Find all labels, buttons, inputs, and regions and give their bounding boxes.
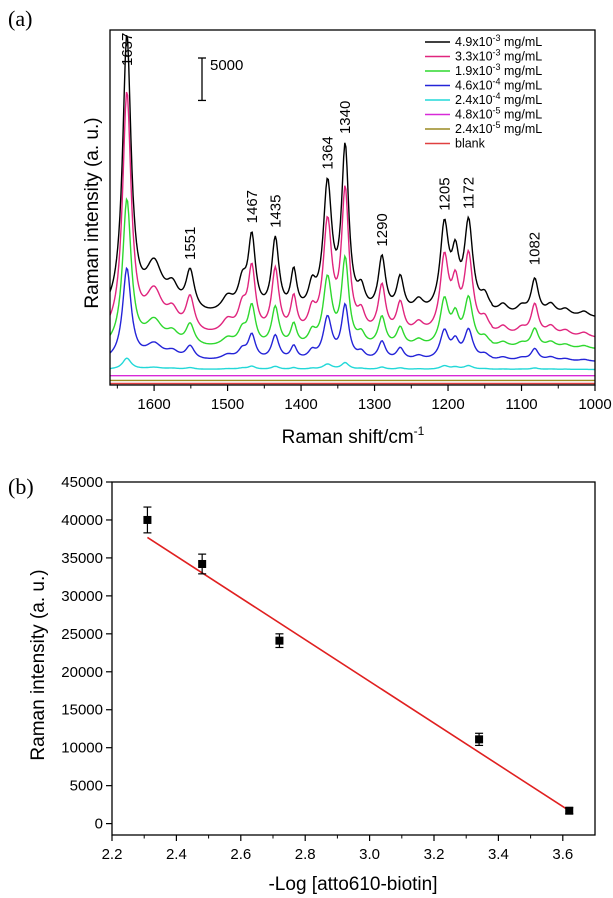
fit-line (146, 536, 570, 812)
x-tick-label-a: 1100 (505, 396, 537, 413)
x-tick-label-b: 2.6 (230, 846, 251, 863)
peak-label: 1172 (461, 177, 478, 209)
y-tick-label-b: 35000 (61, 550, 103, 567)
legend-entry: 2.4x10-4 mg/mL (455, 91, 542, 107)
y-tick-label-b: 30000 (61, 588, 103, 605)
legend-entry: 4.8x10-5 mg/mL (455, 106, 542, 122)
data-points (143, 506, 574, 815)
x-tick-label-b: 3.2 (424, 846, 445, 863)
y-axis-ticks-b: 0 5000 10000 15000 20000 25000 30000 35000 40000… (61, 474, 112, 833)
y-tick-label-b: 25000 (61, 626, 103, 643)
y-axis-title-a: Raman intensity (a. u.) (82, 117, 103, 308)
x-tick-label-b: 2.8 (295, 846, 316, 863)
peak-label: 1467 (244, 190, 261, 223)
plot-frame-b (111, 481, 596, 836)
data-point (143, 515, 152, 524)
plot-frame-a (109, 29, 596, 386)
legend-entry: 2.4x10-5 mg/mL (455, 120, 542, 136)
calibration-chart: 2.2 2.4 2.6 2.8 3.0 3.2 3.4 3.6 0 5000 10000 15000… (28, 474, 596, 895)
x-tick-label-a: 1200 (431, 396, 464, 413)
spectrum-line (109, 91, 596, 338)
x-tick-label-b: 2.4 (166, 846, 187, 863)
y-tick-label-b: 20000 (61, 664, 103, 681)
x-tick-label-b: 3.0 (359, 846, 380, 863)
peak-label: 1551 (182, 227, 199, 260)
y-tick-label-b: 15000 (61, 702, 103, 719)
y-axis-title-b: Raman intensity (a. u.) (28, 569, 49, 760)
x-axis-title-a-sup: -1 (414, 424, 425, 438)
spectrum-line (109, 266, 596, 362)
y-tick-label-b: 10000 (61, 740, 103, 757)
panel-a-letter: (a) (8, 6, 32, 31)
x-tick-label-b: 3.6 (552, 846, 573, 863)
x-tick-label-a: 1300 (358, 396, 391, 413)
x-tick-label-a: 1400 (284, 396, 317, 413)
y-tick-label-b: 45000 (61, 474, 103, 491)
y-tick-label-b: 0 (95, 816, 103, 833)
spectrum-line (109, 357, 595, 371)
legend: 4.9x10-3 mg/mL3.3x10-3 mg/mL1.9x10-3 mg/… (425, 33, 542, 151)
legend-entry: 3.3x10-3 mg/mL (455, 48, 542, 64)
x-tick-label-b: 3.4 (488, 846, 509, 863)
scale-bar: 5000 (198, 57, 243, 102)
x-axis-ticks-b: 2.2 2.4 2.6 2.8 3.0 3.2 3.4 3.6 (102, 835, 573, 863)
x-tick-label-a: 1000 (578, 396, 611, 413)
peak-label: 1290 (374, 213, 391, 246)
linear-fit-line (146, 536, 570, 812)
peak-label: 1340 (337, 101, 354, 134)
legend-entry: blank (455, 137, 486, 151)
data-point (275, 636, 284, 645)
peak-label: 1205 (436, 177, 453, 210)
x-axis-title-b: -Log [atto610-biotin] (268, 874, 437, 895)
x-tick-label-a: 1600 (137, 396, 170, 413)
x-axis-title-a-main: Raman shift/cm (282, 427, 414, 448)
peak-label: 1637 (119, 33, 136, 66)
legend-entry: 4.6x10-4 mg/mL (455, 77, 542, 93)
scale-bar-label: 5000 (210, 57, 243, 74)
y-tick-label-b: 5000 (70, 778, 103, 795)
data-point (565, 806, 574, 815)
legend-entry: 4.9x10-3 mg/mL (455, 33, 542, 49)
peak-label: 1082 (527, 232, 544, 265)
spectra-curves (109, 35, 596, 385)
x-tick-label-a: 1500 (211, 396, 244, 413)
data-point (198, 559, 207, 568)
panel-b-letter: (b) (8, 474, 34, 499)
peak-label: 1364 (320, 136, 337, 169)
data-point (475, 735, 484, 744)
y-tick-label-b: 40000 (61, 512, 103, 529)
raman-spectra-chart: 1600 1500 1400 1300 1200 1100 1000 1637 1551 146… (82, 29, 612, 448)
spectrum-line (109, 197, 596, 349)
x-tick-label-b: 2.2 (102, 846, 123, 863)
spectrum-line (109, 35, 596, 317)
peak-label: 1435 (267, 195, 284, 228)
legend-entry: 1.9x10-3 mg/mL (455, 62, 542, 78)
x-axis-ticks-a: 1600 1500 1400 1300 1200 1100 1000 (116, 385, 612, 413)
x-axis-title-a: Raman shift/cm-1 (282, 424, 425, 448)
